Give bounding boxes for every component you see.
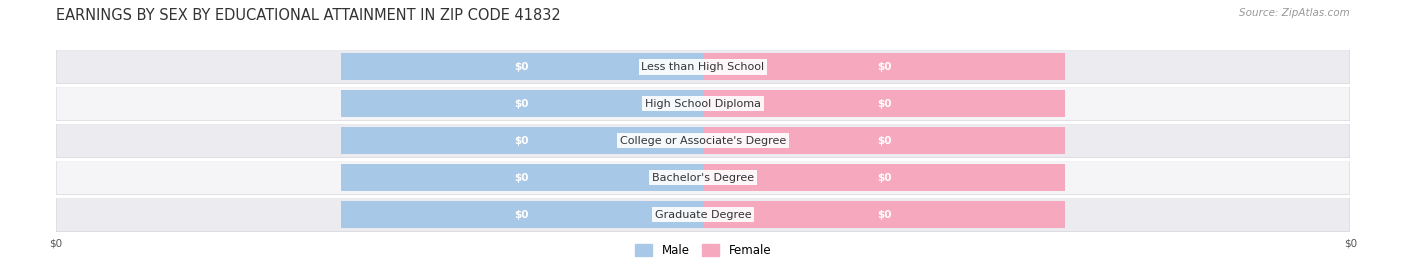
Text: $0: $0 xyxy=(877,136,891,146)
FancyBboxPatch shape xyxy=(56,161,1350,195)
Text: College or Associate's Degree: College or Associate's Degree xyxy=(620,136,786,146)
FancyBboxPatch shape xyxy=(326,53,717,80)
Text: $0: $0 xyxy=(515,62,529,72)
FancyBboxPatch shape xyxy=(689,201,1080,228)
FancyBboxPatch shape xyxy=(56,124,1350,158)
FancyBboxPatch shape xyxy=(689,127,1080,154)
Text: EARNINGS BY SEX BY EDUCATIONAL ATTAINMENT IN ZIP CODE 41832: EARNINGS BY SEX BY EDUCATIONAL ATTAINMEN… xyxy=(56,8,561,23)
FancyBboxPatch shape xyxy=(689,53,1080,80)
Text: $0: $0 xyxy=(515,136,529,146)
Text: $0: $0 xyxy=(515,99,529,109)
Text: High School Diploma: High School Diploma xyxy=(645,99,761,109)
Text: $0: $0 xyxy=(515,210,529,220)
FancyBboxPatch shape xyxy=(326,164,717,191)
Text: Graduate Degree: Graduate Degree xyxy=(655,210,751,220)
FancyBboxPatch shape xyxy=(689,90,1080,117)
Text: $0: $0 xyxy=(877,62,891,72)
Text: $0: $0 xyxy=(515,173,529,183)
FancyBboxPatch shape xyxy=(56,198,1350,232)
Text: $0: $0 xyxy=(49,239,62,248)
Text: $0: $0 xyxy=(877,173,891,183)
Text: Less than High School: Less than High School xyxy=(641,62,765,72)
FancyBboxPatch shape xyxy=(326,201,717,228)
Text: $0: $0 xyxy=(877,99,891,109)
FancyBboxPatch shape xyxy=(326,127,717,154)
Text: $0: $0 xyxy=(877,210,891,220)
Text: $0: $0 xyxy=(1344,239,1357,248)
Legend: Male, Female: Male, Female xyxy=(628,238,778,263)
FancyBboxPatch shape xyxy=(56,50,1350,84)
FancyBboxPatch shape xyxy=(326,90,717,117)
Text: Bachelor's Degree: Bachelor's Degree xyxy=(652,173,754,183)
Text: Source: ZipAtlas.com: Source: ZipAtlas.com xyxy=(1239,8,1350,18)
FancyBboxPatch shape xyxy=(689,164,1080,191)
FancyBboxPatch shape xyxy=(56,87,1350,121)
